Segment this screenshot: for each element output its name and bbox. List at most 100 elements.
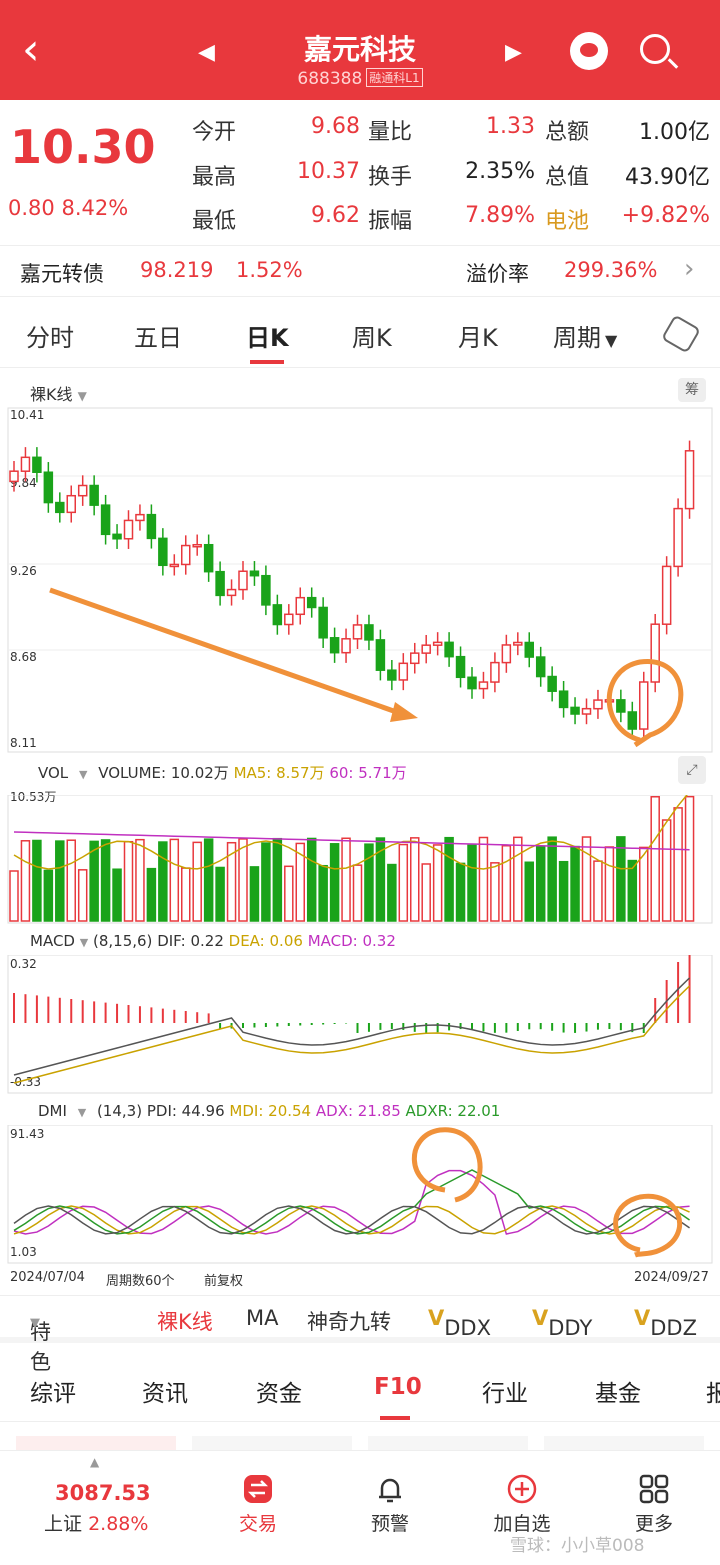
dmi-adx-line [13,1205,690,1235]
dmi-pdi: PDI: 44.96 [146,1102,225,1120]
candle-body [261,574,271,606]
macd-dif: DIF: 0.22 [157,932,224,950]
amount-value: 1.00亿 [639,120,710,145]
ind-naked-k[interactable]: 裸K线 [157,1310,213,1334]
ind-ddy[interactable]: V DDY [532,1306,592,1340]
vol-ratio-label: 量比 [368,120,413,145]
dmi-top-tick: 91.43 [10,1127,45,1141]
candle-body [112,533,122,540]
change-pct: 8.42% [61,196,129,220]
volume-bar [20,840,31,922]
volume-bar [478,836,489,922]
up-caret-icon: ▲ [90,1455,100,1469]
volume-bar [639,846,649,922]
card-placeholder [544,1436,704,1450]
volume-bar [66,839,76,922]
stock-code: 688388 融通科L1 [220,68,500,89]
amplitude-label: 振幅 [368,209,413,234]
candle-body [570,706,580,715]
macd-label: MACD [30,932,75,950]
candle-body [490,661,500,683]
open-label: 今开 [192,120,237,145]
volume-bar [192,841,202,922]
expand-icon[interactable]: ⤢ [678,756,706,784]
tab-intraday[interactable]: 分时 [26,324,74,352]
volume-bar [398,843,409,922]
change-value: 0.80 [8,196,55,220]
bottom-nav: ▲ 3087.53 上证 2.88% 交易 预警 加自选 更多 雪球：小小草00… [0,1450,720,1565]
tab-report[interactable]: 报 [706,1381,720,1407]
tab-overview[interactable]: 综评 [30,1381,76,1407]
vol-ma5: MA5: 8.57万 [233,764,325,782]
active-subtab-underline [380,1416,410,1420]
volume-bar [32,839,42,922]
candle-body [627,711,638,730]
convertible-bond-row[interactable]: 嘉元转债 98.219 1.52% 溢价率 299.36% › [0,245,720,297]
nav-trade[interactable]: 交易 [218,1473,298,1536]
stock-name: 嘉元科技 [303,33,416,66]
tab-fund[interactable]: 基金 [595,1381,641,1407]
price-change: 0.80 8.42% [8,196,128,220]
candle-body [352,624,363,640]
vol-label: VOL [38,764,69,782]
ind-ddz[interactable]: V DDZ [634,1306,697,1340]
search-icon[interactable] [640,34,670,64]
vip-icon: V [428,1306,445,1330]
tab-monthly-k[interactable]: 月K [458,324,498,352]
nav-add-watchlist[interactable]: 加自选 [482,1473,562,1536]
tab-daily-k[interactable]: 日K [246,324,289,352]
ind-ma[interactable]: MA [246,1306,279,1330]
volume-bar [238,838,248,922]
assistant-robot-icon[interactable] [570,32,608,70]
tab-five-day[interactable]: 五日 [134,324,182,352]
ind-nine-turn[interactable]: 神奇九转 [307,1310,391,1334]
low-value: 9.62 [311,203,360,228]
index-value[interactable]: 3087.53 [55,1481,151,1505]
card-placeholder [192,1436,352,1450]
volume-bar [341,837,351,922]
candle-body [66,494,76,514]
candle-body [43,471,54,504]
settings-hex-icon[interactable] [661,314,701,354]
nav-more[interactable]: 更多 [614,1473,694,1536]
tab-industry[interactable]: 行业 [482,1381,528,1407]
bond-pct: 1.52% [236,258,303,282]
nav-alert[interactable]: 预警 [350,1473,430,1536]
volume-chart [7,795,713,924]
candle-body [181,544,191,566]
dmi-mdi: MDI: 20.54 [229,1102,312,1120]
amplitude-value: 7.89% [465,203,535,228]
tab-funds[interactable]: 资金 [256,1381,302,1407]
candle-body [684,450,695,510]
candle-body [20,456,31,472]
prev-stock-icon[interactable]: ◀ [198,40,215,65]
back-icon[interactable]: ‹ [22,24,40,75]
tab-news[interactable]: 资讯 [142,1381,188,1407]
ddy-label: DDY [548,1316,593,1340]
tab-period[interactable]: 周期 ▼ [553,318,617,353]
volume-bar [661,819,672,922]
tab-weekly-k[interactable]: 周K [352,324,392,352]
kline-label-text: 裸K线 [30,385,73,404]
volume-bar [604,846,615,922]
volume-bar [524,861,534,922]
sector-label[interactable]: 电池 [545,209,590,234]
candle-body [364,624,374,641]
next-stock-icon[interactable]: ▶ [505,40,522,65]
dmi-chart [7,1125,713,1264]
volume-bar [306,837,317,922]
annotation-circle [411,1127,483,1203]
chip-distribution-button[interactable]: 筹 [678,378,706,402]
kline-mode-label[interactable]: 裸K线 ▼ [30,381,87,405]
tab-f10[interactable]: F10 [374,1374,422,1400]
axis-period-count: 周期数60个 [106,1274,175,1289]
candle-body [89,484,99,506]
candlestick-chart[interactable] [0,400,720,760]
turnover-label: 换手 [368,165,413,190]
volume-bar [581,836,592,922]
annotation-circle [606,659,684,748]
candle-body [169,563,180,568]
axis-start-date: 2024/07/04 [10,1270,85,1285]
nav-trade-label: 交易 [238,1513,277,1535]
ind-ddx[interactable]: V DDX [428,1306,491,1340]
